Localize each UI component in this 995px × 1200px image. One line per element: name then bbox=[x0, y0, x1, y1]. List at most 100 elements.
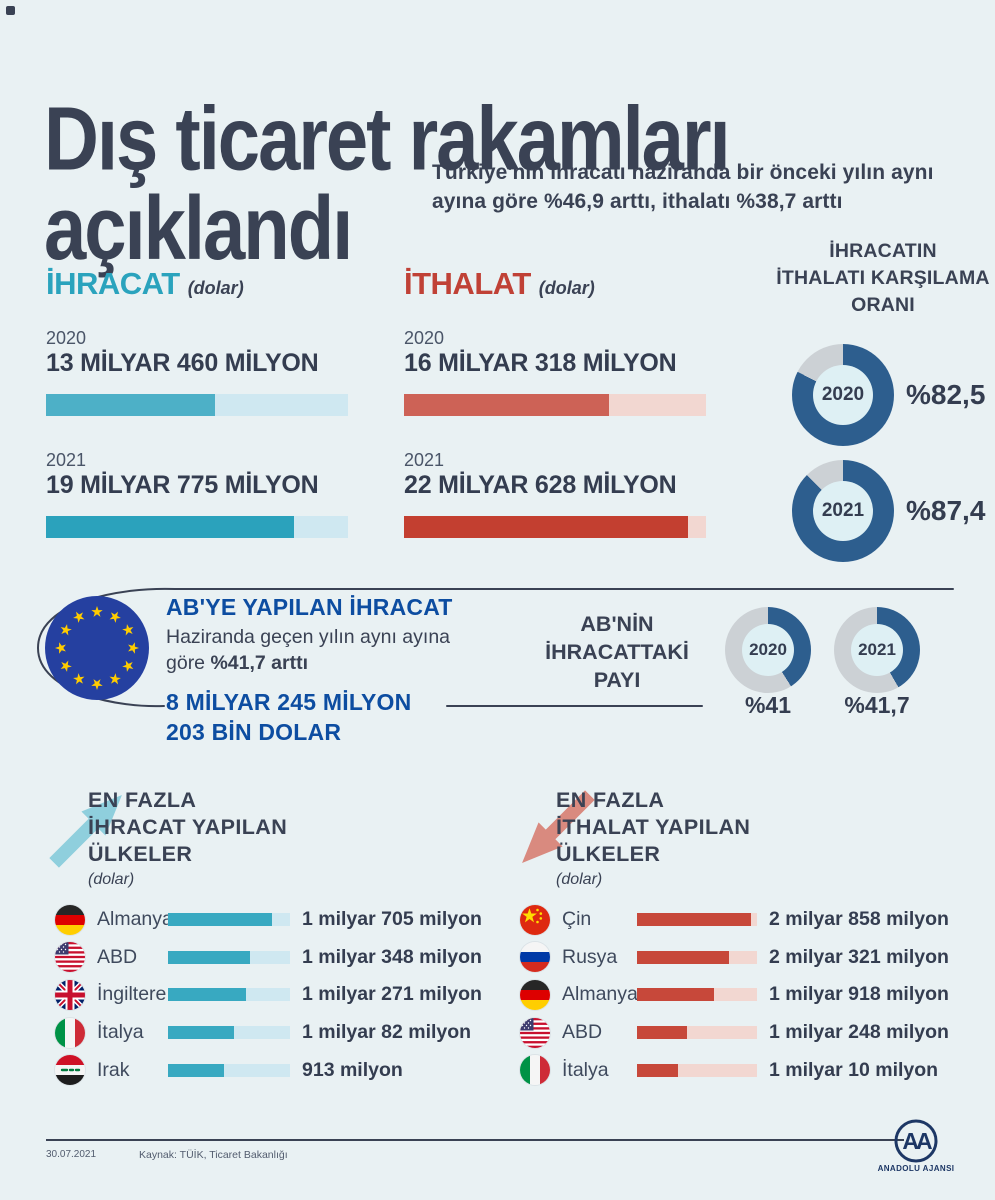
eu-share-donut-2020: 2020 bbox=[725, 607, 811, 693]
top-exports-list: Almanya 1 milyar 705 milyon ABD 1 milyar… bbox=[55, 901, 482, 1089]
flag-iraq-icon bbox=[55, 1055, 85, 1086]
country-value: 1 milyar 271 milyon bbox=[302, 983, 482, 1006]
eu-share-title-line1: AB'NİN bbox=[580, 612, 654, 636]
eu-share-donut-2020-year: 2020 bbox=[742, 624, 794, 676]
eu-section-border bbox=[36, 587, 954, 708]
import-year-2020: 2020 bbox=[404, 328, 445, 348]
export-bar-2021-fill bbox=[46, 516, 294, 538]
country-bar-fill bbox=[637, 950, 730, 964]
country-bar-fill bbox=[168, 950, 250, 964]
country-bar bbox=[168, 1026, 290, 1040]
top-imports-unit: (dolar) bbox=[556, 871, 603, 888]
table-row: Irak 913 milyon bbox=[55, 1051, 482, 1089]
country-value: 1 milyar 10 milyon bbox=[769, 1058, 939, 1081]
eu-share-donut-2021: 2021 bbox=[834, 607, 920, 693]
export-section: İHRACAT (dolar) 2020 13 MİLYAR 460 MİLYO… bbox=[46, 266, 376, 538]
eu-share-title-line3: PAYI bbox=[593, 668, 641, 692]
eu-export-title: AB'YE YAPILAN İHRACAT bbox=[166, 594, 453, 620]
top-exports-heading: EN FAZLA İHRACAT YAPILAN ÜLKELER bbox=[88, 787, 287, 868]
export-bar-2020 bbox=[46, 394, 348, 416]
footer-date: 30.07.2021 bbox=[46, 1149, 97, 1160]
top-imports-list: Çin 2 milyar 858 milyon Rusya 2 milyar 3… bbox=[520, 901, 949, 1089]
country-name: Rusya bbox=[562, 945, 618, 968]
export-year-2020: 2020 bbox=[46, 328, 87, 348]
eu-amount-line1: 8 MİLYAR 245 MİLYON bbox=[166, 689, 412, 715]
country-bar bbox=[637, 988, 757, 1002]
import-value-2021: 22 MİLYAR 628 MİLYON bbox=[404, 471, 677, 499]
country-bar bbox=[637, 950, 757, 964]
flag-usa-icon bbox=[55, 942, 85, 973]
table-row: Rusya 2 milyar 321 milyon bbox=[520, 939, 949, 977]
country-name: Almanya bbox=[562, 983, 638, 1006]
table-row: Çin 2 milyar 858 milyon bbox=[520, 901, 949, 939]
page-title-line2: açıklandı bbox=[44, 178, 353, 279]
eu-share-title-line2: İHRACATTAKİ bbox=[545, 640, 689, 664]
eu-desc-bold: %41,7 arttı bbox=[210, 652, 309, 674]
subtitle: Türkiye'nin ihracatı haziranda bir öncek… bbox=[432, 161, 934, 213]
country-name: Almanya bbox=[97, 908, 173, 931]
country-bar bbox=[168, 913, 290, 927]
coverage-donut-2020: 2020 bbox=[792, 344, 894, 446]
import-value-2020: 16 MİLYAR 318 MİLYON bbox=[404, 349, 677, 377]
country-bar-fill bbox=[637, 1063, 678, 1077]
country-bar-fill bbox=[637, 1026, 688, 1040]
corner-mark bbox=[6, 6, 15, 15]
top-exports-heading-line3: ÜLKELER bbox=[88, 842, 193, 866]
country-value: 1 milyar 248 milyon bbox=[769, 1021, 949, 1044]
page-title: Dış ticaret rakamları açıklandı bbox=[44, 94, 731, 274]
import-bar-2020-fill bbox=[404, 394, 610, 416]
coverage-ratio-section: İHRACATIN İTHALATI KARŞILAMA ORANI 2020 … bbox=[770, 238, 995, 562]
country-name: Çin bbox=[562, 908, 592, 931]
country-name: İngiltere bbox=[97, 983, 167, 1006]
table-row: ABD 1 milyar 248 milyon bbox=[520, 1014, 949, 1052]
flag-germany-icon bbox=[55, 904, 85, 935]
footer-source: Kaynak: TÜİK, Ticaret Bakanlığı bbox=[139, 1149, 288, 1161]
import-bar-2021-fill bbox=[404, 516, 688, 538]
country-value: 2 milyar 321 milyon bbox=[769, 945, 949, 968]
country-bar bbox=[168, 950, 290, 964]
country-value: 2 milyar 858 milyon bbox=[769, 908, 949, 931]
top-imports-heading-line3: ÜLKELER bbox=[556, 842, 661, 866]
export-title: İHRACAT bbox=[46, 266, 180, 301]
flag-china-icon bbox=[520, 904, 550, 935]
top-imports-heading-line2: İTHALAT YAPILAN bbox=[556, 815, 751, 839]
coverage-title-line2: İTHALATI KARŞILAMA bbox=[776, 267, 990, 289]
country-bar bbox=[637, 1063, 757, 1077]
svg-text:AA: AA bbox=[902, 1128, 932, 1154]
export-bar-2020-fill bbox=[46, 394, 216, 416]
country-name: İtalya bbox=[97, 1021, 144, 1044]
country-bar bbox=[637, 1026, 757, 1040]
country-value: 1 milyar 918 milyon bbox=[769, 983, 949, 1006]
country-bar-fill bbox=[637, 913, 751, 927]
eu-share-label-2021: %41,7 bbox=[844, 692, 910, 718]
flag-italy-icon bbox=[55, 1017, 85, 1048]
country-value: 1 milyar 348 milyon bbox=[302, 945, 482, 968]
footer-divider bbox=[46, 1139, 904, 1141]
aa-logo-icon: AA bbox=[894, 1119, 938, 1163]
top-imports-heading: EN FAZLA İTHALAT YAPILAN ÜLKELER bbox=[556, 787, 750, 868]
country-name: ABD bbox=[97, 945, 138, 968]
export-bar-2021 bbox=[46, 516, 348, 538]
country-name: Irak bbox=[97, 1058, 130, 1081]
country-bar-fill bbox=[168, 1063, 225, 1077]
table-row: İtalya 1 milyar 82 milyon bbox=[55, 1014, 482, 1052]
export-value-2021: 19 MİLYAR 775 MİLYON bbox=[46, 471, 319, 499]
top-exports-heading-line1: EN FAZLA bbox=[88, 788, 197, 812]
eu-share-donut-2021-year: 2021 bbox=[851, 624, 903, 676]
coverage-label-2020: %82,5 bbox=[906, 379, 986, 410]
eu-export-description: Haziranda geçen yılın aynı ayına göre %4… bbox=[166, 624, 488, 676]
flag-uk-icon bbox=[55, 979, 85, 1010]
aa-agency-name: ANADOLU AJANSI bbox=[877, 1164, 955, 1173]
country-value: 1 milyar 82 milyon bbox=[302, 1021, 472, 1044]
coverage-title-line1: İHRACATIN bbox=[829, 240, 937, 262]
eu-amount-line2: 203 BİN DOLAR bbox=[166, 719, 342, 745]
coverage-donut-2021-year: 2021 bbox=[813, 481, 873, 541]
table-row: İngiltere 1 milyar 271 milyon bbox=[55, 976, 482, 1014]
import-unit: (dolar) bbox=[538, 278, 595, 298]
table-row: ABD 1 milyar 348 milyon bbox=[55, 939, 482, 977]
country-bar bbox=[637, 913, 757, 927]
coverage-donut-2020-year: 2020 bbox=[813, 365, 873, 425]
country-bar-fill bbox=[168, 1026, 234, 1040]
country-bar bbox=[168, 988, 290, 1002]
